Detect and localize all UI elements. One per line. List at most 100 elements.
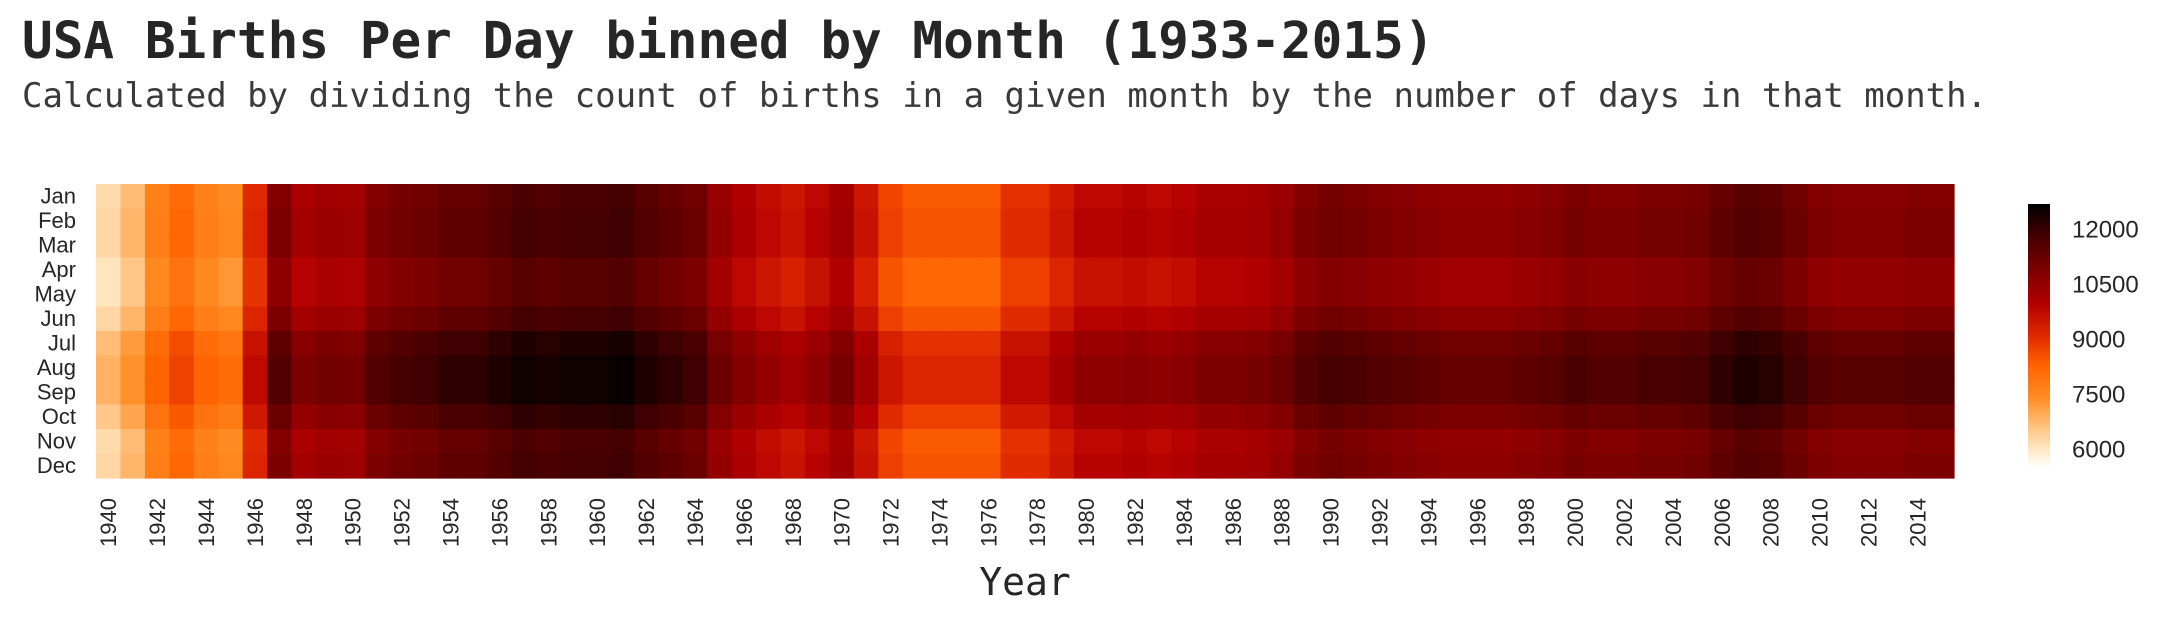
heatmap-cell: [291, 184, 317, 210]
heatmap-cell: [1758, 257, 1784, 283]
heatmap-cell: [511, 282, 537, 308]
heatmap-cell: [316, 453, 342, 479]
heatmap-cell: [340, 306, 366, 332]
heatmap-cell: [1293, 233, 1319, 259]
heatmap-cell: [927, 257, 953, 283]
heatmap-cell: [218, 184, 244, 210]
heatmap-cell: [951, 233, 977, 259]
heatmap-cell: [1929, 355, 1955, 381]
heatmap-cell: [804, 282, 831, 308]
month-tick-label: Aug: [37, 355, 76, 380]
heatmap-cell: [1513, 233, 1539, 259]
heatmap-cell: [1856, 380, 1882, 406]
heatmap-cell: [1636, 331, 1662, 357]
heatmap-cell: [658, 429, 684, 455]
heatmap-cell: [413, 282, 439, 308]
heatmap-cell: [1465, 233, 1491, 259]
heatmap-cell: [1733, 257, 1760, 283]
heatmap-cell: [438, 257, 464, 283]
heatmap-cell: [462, 184, 488, 210]
heatmap-cell: [829, 355, 855, 381]
heatmap-cell: [1489, 257, 1515, 283]
heatmap-cell: [1562, 282, 1588, 308]
heatmap-cell: [902, 208, 928, 234]
heatmap-cell: [291, 257, 317, 283]
heatmap-cell: [1073, 404, 1099, 430]
heatmap-cell: [927, 380, 953, 406]
heatmap-cell: [96, 282, 122, 308]
heatmap-cell: [1587, 404, 1613, 430]
heatmap-cell: [609, 453, 635, 479]
heatmap-cell: [169, 233, 195, 259]
year-tick-label: 1984: [1172, 498, 1197, 547]
heatmap-cell: [951, 355, 977, 381]
heatmap-cell: [609, 355, 635, 381]
heatmap-cell: [878, 404, 904, 430]
heatmap-cell: [1513, 380, 1539, 406]
heatmap-cell: [389, 208, 415, 234]
heatmap-cell: [511, 380, 537, 406]
heatmap-cell: [462, 453, 488, 479]
heatmap-cell: [560, 453, 586, 479]
heatmap-cell: [829, 282, 855, 308]
heatmap-cell: [853, 306, 879, 332]
heatmap-cell: [438, 429, 464, 455]
heatmap-cell: [389, 282, 415, 308]
heatmap-cell: [316, 257, 342, 283]
heatmap-cell: [1489, 208, 1515, 234]
heatmap-cell: [780, 233, 806, 259]
heatmap-cell: [1513, 429, 1539, 455]
heatmap-cell: [1807, 355, 1833, 381]
heatmap-cell: [1905, 429, 1931, 455]
heatmap-cell: [1049, 184, 1075, 210]
heatmap-cell: [682, 306, 708, 332]
heatmap-cell: [1733, 306, 1760, 332]
heatmap-cell: [462, 306, 488, 332]
heatmap-cell: [1562, 306, 1588, 332]
heatmap-cell: [1147, 184, 1173, 210]
heatmap-cell: [829, 257, 855, 283]
heatmap-cell: [756, 208, 782, 234]
heatmap-cell: [340, 453, 366, 479]
colorbar-gradient: [2028, 204, 2050, 468]
heatmap-cell: [707, 355, 733, 381]
heatmap-cell: [1929, 233, 1955, 259]
heatmap-cell: [1636, 208, 1662, 234]
heatmap-cell: [169, 208, 195, 234]
heatmap-cell: [829, 453, 855, 479]
heatmap-cell: [707, 184, 733, 210]
heatmap-cell: [804, 257, 831, 283]
heatmap-cell: [487, 453, 513, 479]
year-tick-label: 1958: [536, 498, 561, 547]
heatmap-cell: [658, 282, 684, 308]
heatmap-cell: [193, 429, 219, 455]
heatmap-cell: [1733, 380, 1760, 406]
chart-title: USA Births Per Day binned by Month (1933…: [22, 12, 1435, 71]
heatmap-cell: [1391, 306, 1417, 332]
month-tick-label: Mar: [38, 232, 76, 257]
heatmap-cell: [1465, 184, 1491, 210]
heatmap-cell: [511, 404, 537, 430]
month-tick-label: May: [34, 281, 76, 306]
heatmap-cell: [1660, 453, 1686, 479]
heatmap-cell: [1220, 184, 1246, 210]
heatmap-cell: [1391, 331, 1417, 357]
heatmap-cell: [878, 453, 904, 479]
heatmap-cell: [96, 404, 122, 430]
heatmap-cell: [316, 331, 342, 357]
heatmap-cell: [242, 429, 268, 455]
heatmap-cell: [1025, 208, 1051, 234]
heatmap-cell: [658, 380, 684, 406]
heatmap-cell: [584, 355, 610, 381]
heatmap-cell: [1709, 233, 1735, 259]
heatmap-cell: [682, 404, 708, 430]
heatmap-cell: [1465, 257, 1491, 283]
colorbar-tick-label: 9000: [2072, 327, 2125, 354]
heatmap-cell: [756, 380, 782, 406]
heatmap-cell: [1807, 331, 1833, 357]
heatmap-cell: [1220, 306, 1246, 332]
heatmap-cell: [1342, 306, 1368, 332]
heatmap-cell: [1049, 331, 1075, 357]
heatmap-cell: [878, 331, 904, 357]
heatmap-cell: [487, 404, 513, 430]
